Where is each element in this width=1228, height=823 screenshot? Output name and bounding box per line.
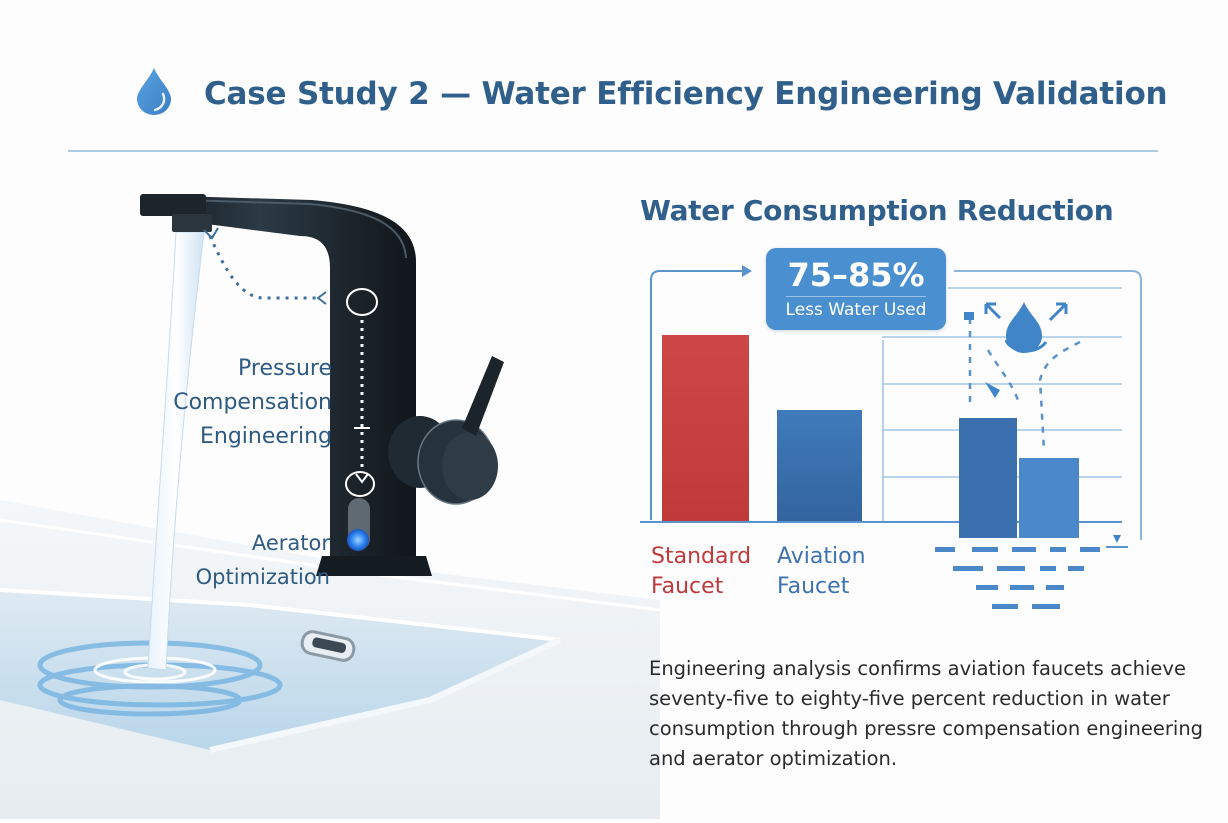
bar-aviation [777,410,862,521]
pressure-line-2: Compensation [173,390,332,415]
aviation-label-line-1: Aviation [777,544,866,569]
reduction-value: 75–85% [787,256,925,294]
reduction-label: Less Water Used [785,300,927,320]
pressure-line-3: Engineering [200,424,332,449]
faucet-illustration [0,160,661,819]
page-title: Case Study 2 — Water Efficiency Engineer… [204,76,1168,112]
chart-title: Water Consumption Reduction [640,194,1114,227]
standard-label-line-2: Faucet [651,574,724,599]
aerator-optimization-label: Aerator Optimization [150,526,330,594]
reduction-callout: 75–85% Less Water Used [766,248,946,330]
bar-standard [662,335,749,521]
callout-divider [786,296,926,297]
standard-faucet-label: Standard Faucet [651,542,751,602]
consumption-bar-chart [630,240,1150,620]
aerator-line-2: Optimization [195,565,330,589]
aviation-label-line-2: Faucet [777,574,850,599]
water-drop-icon [133,66,175,116]
aviation-faucet-label: Aviation Faucet [777,542,866,602]
pressure-line-1: Pressure [238,356,332,381]
pressure-compensation-label: Pressure Compensation Engineering [120,352,332,454]
standard-label-line-1: Standard [651,544,752,569]
header-divider [68,150,1158,152]
summary-paragraph: Engineering analysis confirms aviation f… [649,657,1204,770]
aerator-line-1: Aerator [251,531,330,555]
